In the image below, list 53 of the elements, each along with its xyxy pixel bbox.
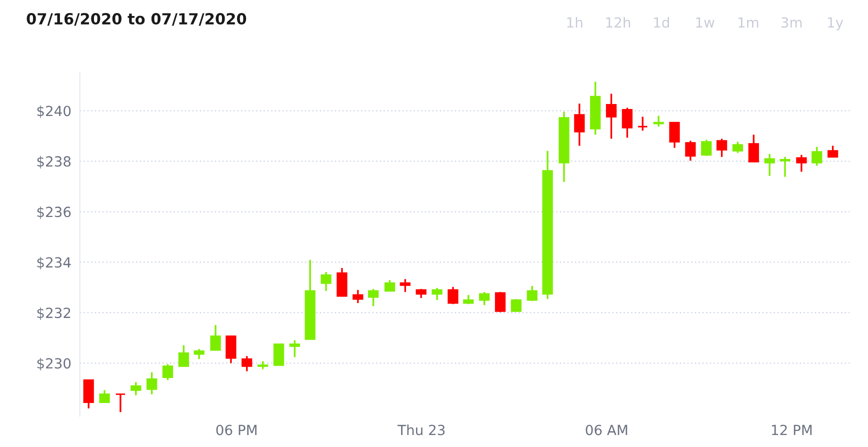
candlestick bbox=[242, 355, 252, 372]
candlestick bbox=[146, 371, 158, 396]
candlestick bbox=[494, 291, 506, 313]
candlestick bbox=[289, 339, 300, 358]
candlestick bbox=[194, 348, 204, 360]
y-tick-label: $240 bbox=[37, 105, 71, 118]
x-tick-label: 06 PM bbox=[216, 424, 256, 436]
candlestick bbox=[732, 140, 744, 154]
candlestick bbox=[606, 92, 617, 140]
candlestick bbox=[448, 286, 458, 305]
candlestick bbox=[368, 288, 379, 307]
candlestick bbox=[479, 291, 490, 306]
candlestick bbox=[336, 267, 348, 297]
x-tick-label: 06 AM bbox=[586, 424, 628, 436]
candlestick bbox=[716, 138, 728, 158]
candlestick bbox=[162, 363, 174, 381]
candlestick bbox=[669, 122, 680, 149]
candlestick bbox=[400, 278, 411, 293]
candlestick bbox=[574, 102, 585, 147]
y-tick-label: $234 bbox=[37, 256, 71, 270]
candlestick bbox=[115, 393, 126, 413]
candlestick bbox=[812, 146, 822, 167]
candlestick bbox=[130, 381, 142, 396]
y-tick-label: $236 bbox=[37, 206, 71, 220]
candlestick bbox=[320, 271, 332, 292]
candlestick bbox=[432, 287, 442, 301]
candlestick bbox=[622, 106, 633, 139]
candlestick bbox=[637, 116, 648, 132]
candlestick bbox=[226, 335, 236, 364]
candlestick bbox=[701, 138, 712, 157]
candlestick bbox=[83, 379, 94, 410]
candlestick bbox=[510, 298, 522, 312]
candlestick bbox=[526, 285, 538, 302]
candlestick bbox=[653, 114, 664, 128]
candlestick bbox=[748, 134, 759, 163]
x-tick-label: 12 PM bbox=[772, 424, 812, 436]
candlestick bbox=[178, 344, 189, 368]
y-tick-label: $238 bbox=[37, 156, 71, 169]
x-tick-label: Thu 23 bbox=[398, 424, 445, 436]
y-tick-label: $230 bbox=[37, 358, 71, 370]
candlestick bbox=[764, 153, 775, 177]
candlestick bbox=[210, 324, 221, 351]
candlestick bbox=[352, 289, 364, 304]
candlestick bbox=[416, 288, 426, 299]
candlestick bbox=[796, 154, 807, 173]
chart-title: 07/16/2020 to 07/17/2020 bbox=[26, 12, 246, 26]
candlestick bbox=[780, 156, 790, 178]
candlestick bbox=[273, 344, 284, 366]
candlestick bbox=[827, 144, 838, 158]
candlestick bbox=[384, 279, 396, 292]
y-tick-label: $232 bbox=[37, 307, 70, 320]
candlestick bbox=[99, 389, 110, 404]
candlestick bbox=[685, 140, 696, 162]
